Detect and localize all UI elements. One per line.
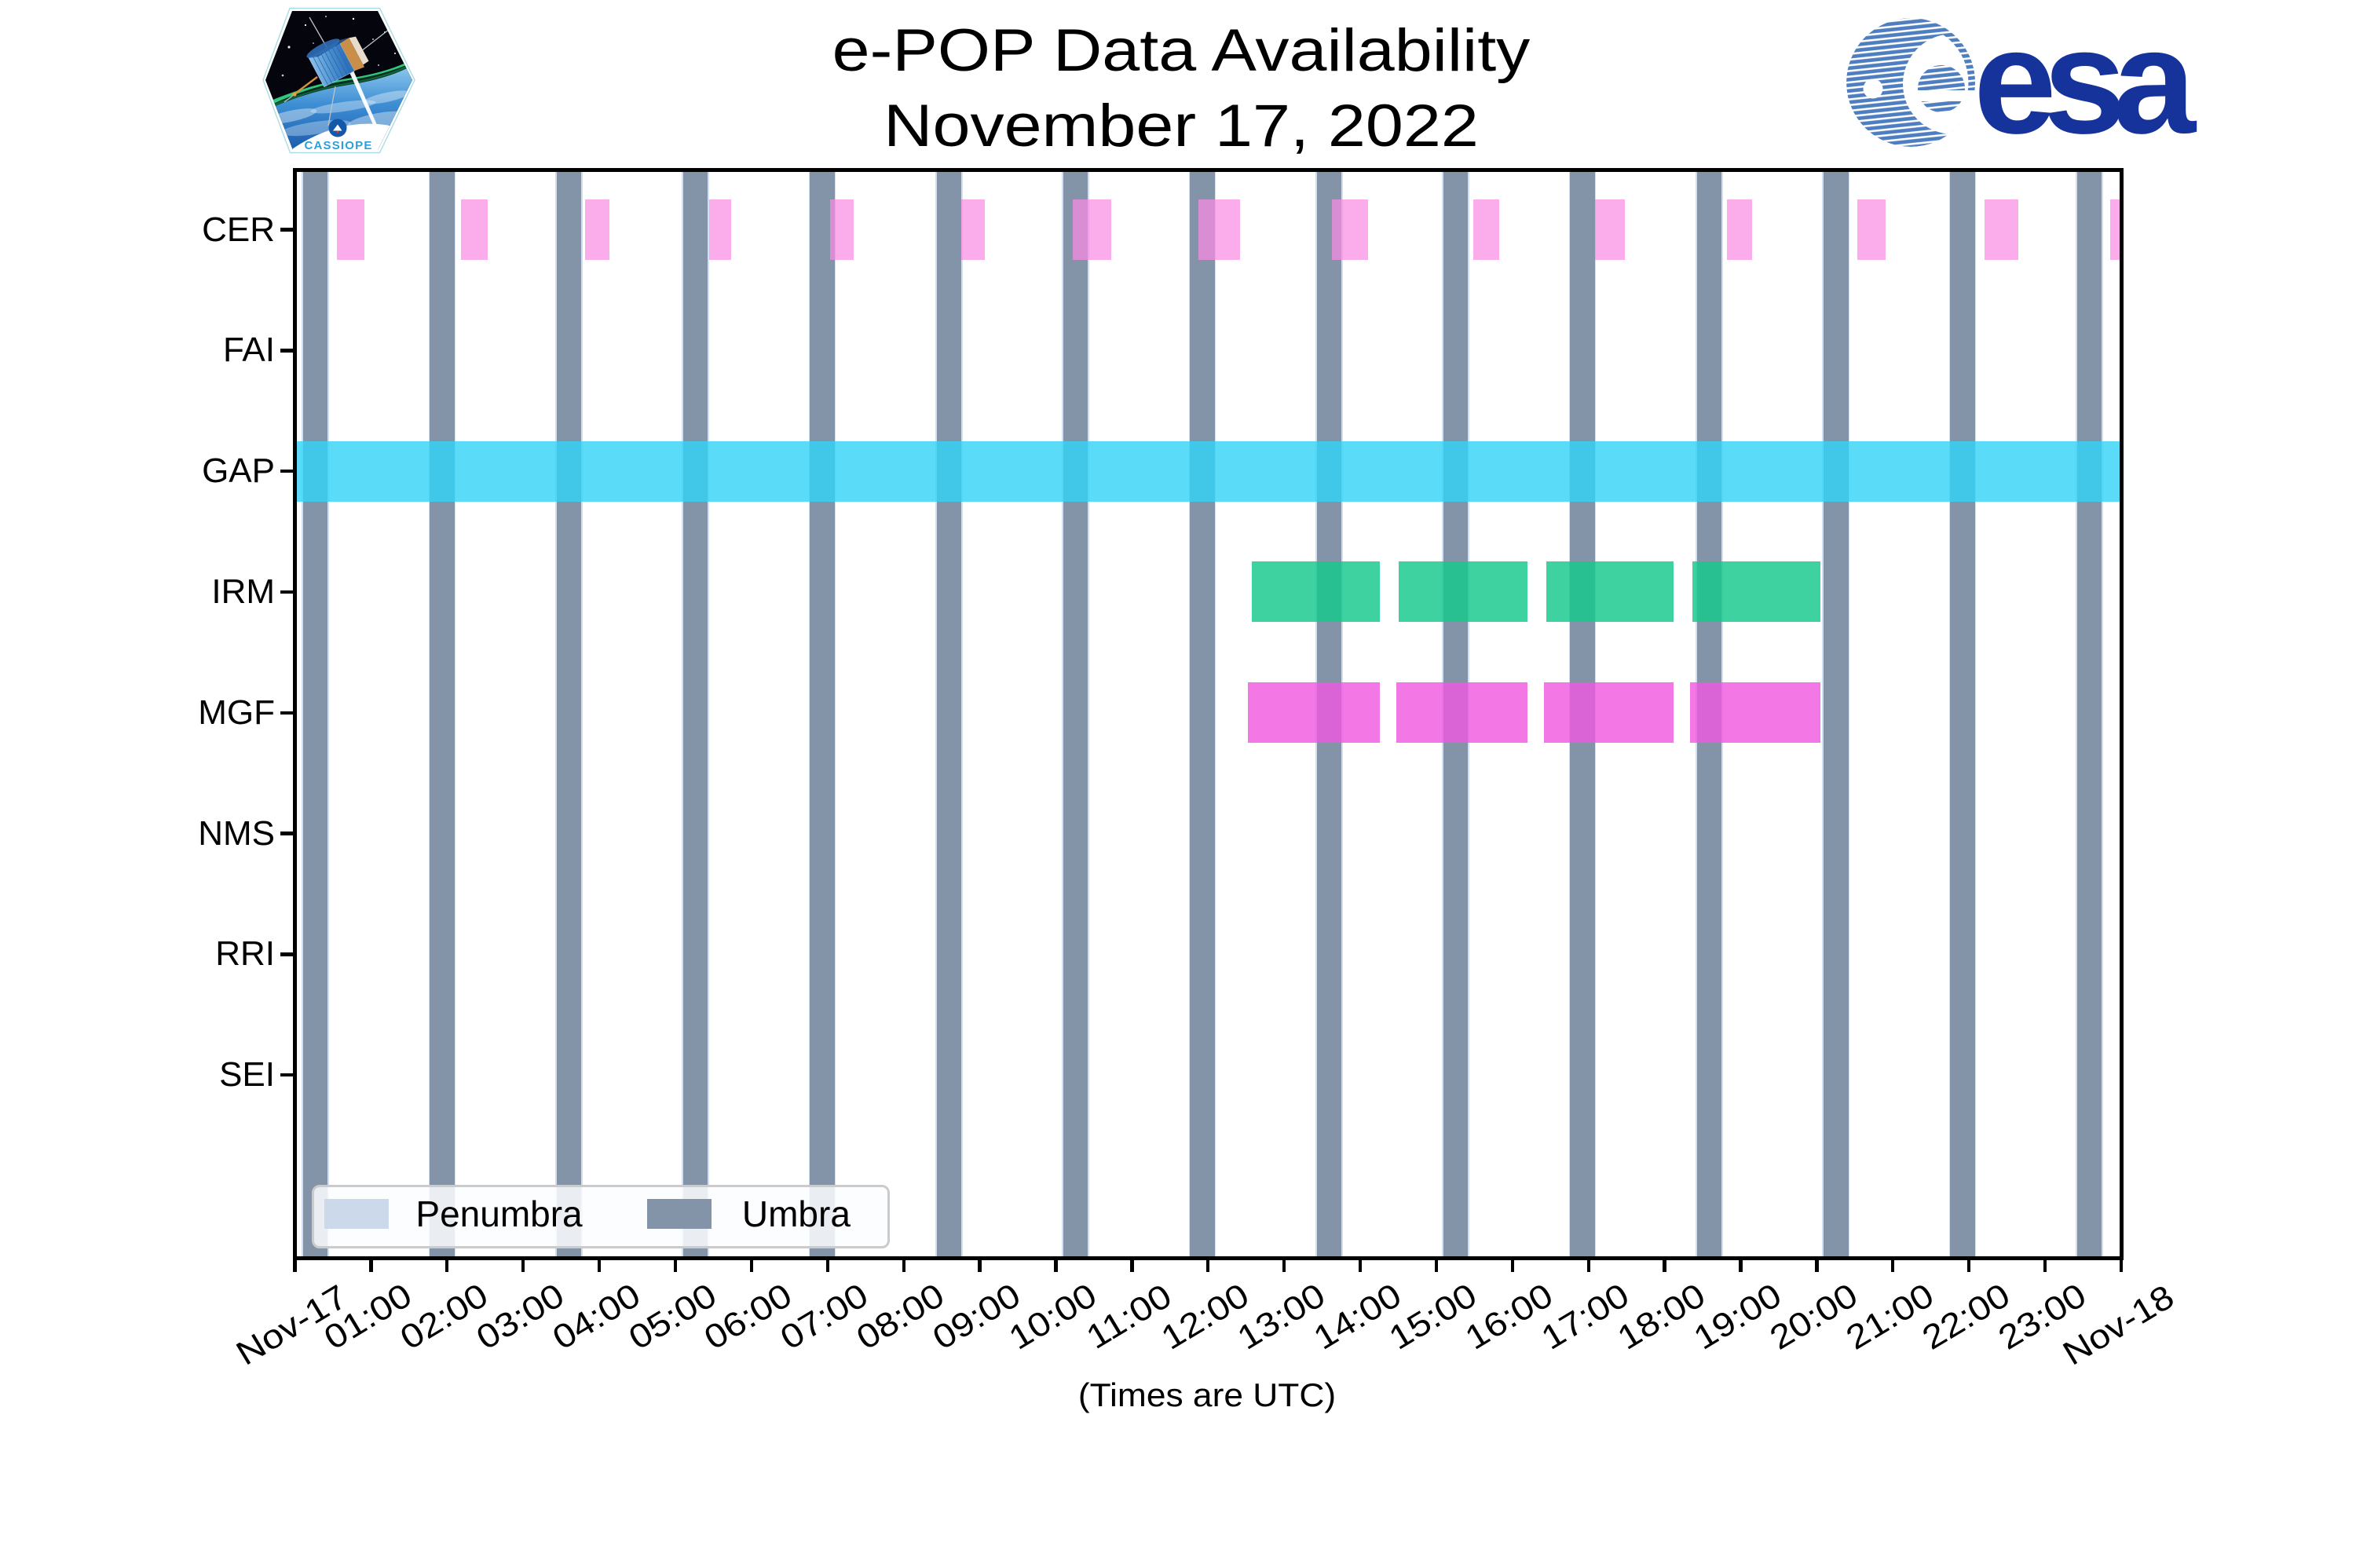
svg-text:CASSIOPE: CASSIOPE — [304, 139, 372, 152]
svg-text:esa: esa — [1974, 9, 2197, 151]
